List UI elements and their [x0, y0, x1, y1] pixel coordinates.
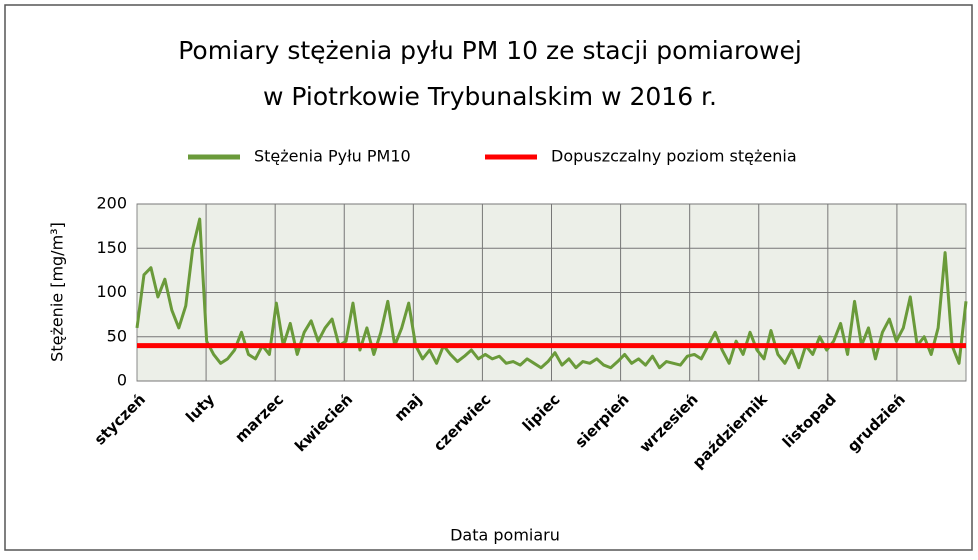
legend-label: Dopuszczalny poziom stężenia [551, 147, 797, 166]
legend-label: Stężenia Pyłu PM10 [254, 147, 411, 166]
y-tick-label: 200 [96, 194, 127, 213]
data-line [135, 217, 968, 370]
y-tick-label: 150 [96, 238, 127, 257]
y-tick-label: 0 [117, 371, 127, 390]
chart-title: w Piotrkowie Trybunalskim w 2016 r. [263, 82, 717, 111]
x-axis-label: Data pomiaru [450, 526, 560, 545]
chart-title: Pomiary stężenia pyłu PM 10 ze stacji po… [178, 36, 802, 65]
y-axis-label: Stężenie [mg/m³] [48, 222, 67, 362]
y-tick-label: 50 [107, 326, 127, 345]
y-tick-label: 100 [96, 282, 127, 301]
